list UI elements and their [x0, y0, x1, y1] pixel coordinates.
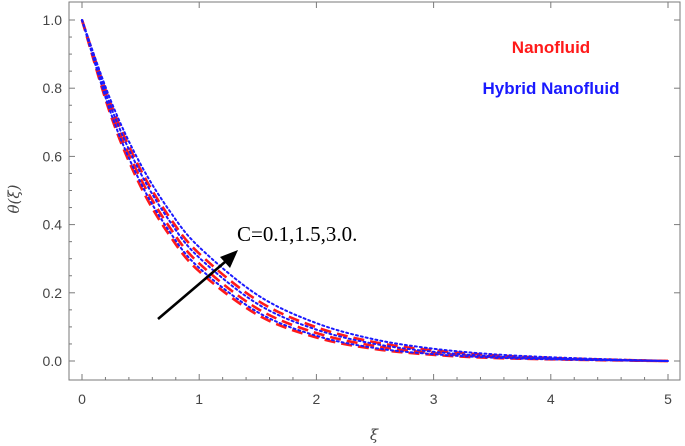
y-tick-label: 0.0 — [43, 353, 63, 369]
y-tick-label: 0.2 — [43, 285, 63, 301]
y-tick-label: 0.8 — [43, 80, 63, 96]
legend-entry-hybrid-nanofluid: Hybrid Nanofluid — [483, 79, 620, 98]
y-tick-label: 0.4 — [43, 217, 63, 233]
nanofluid-series-line — [80, 19, 669, 363]
legend-entry-nanofluid: Nanofluid — [512, 38, 590, 57]
x-tick-label: 5 — [664, 391, 672, 407]
plot-frame — [68, 1, 681, 381]
hybrid-nanofluid-series-line — [81, 19, 669, 362]
x-tick-label: 3 — [430, 391, 438, 407]
x-tick-label: 4 — [547, 391, 555, 407]
x-tick-label: 2 — [313, 391, 321, 407]
annotation-arrow-head — [220, 250, 238, 268]
x-axis-label: ξ — [370, 426, 379, 444]
x-tick-label: 0 — [78, 391, 86, 407]
annotation-text: C=0.1,1.5,3.0. — [237, 222, 357, 246]
hybrid-nanofluid-series-line — [81, 19, 669, 362]
y-tick-label: 1.0 — [43, 12, 63, 28]
annotation-arrow — [157, 255, 233, 320]
x-tick-label: 1 — [195, 391, 203, 407]
hybrid-nanofluid-series-line — [81, 19, 669, 362]
ticks-group: 0 1 2 3 4 5 0.0 0.2 0.4 0.6 0.8 1.0 — [43, 2, 680, 407]
y-tick-label: 0.6 — [43, 148, 63, 164]
y-axis-label: θ(ξ) — [5, 184, 23, 213]
series-group — [80, 19, 669, 363]
